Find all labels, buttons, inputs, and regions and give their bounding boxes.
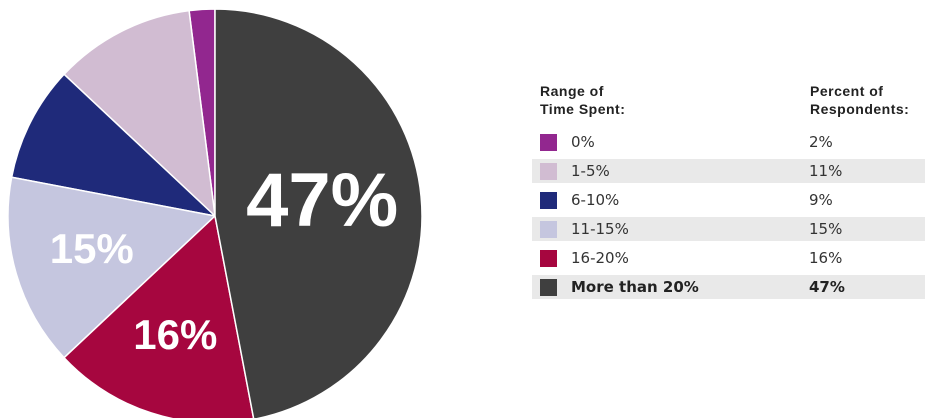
legend-percent-value: 47% bbox=[809, 278, 845, 296]
slice-label: 15% bbox=[50, 225, 134, 272]
legend-swatch bbox=[540, 191, 557, 209]
pie-slice bbox=[214, 8, 423, 418]
pie-slice bbox=[7, 176, 217, 359]
legend-header: Range of Time Spent: Percent of Responde… bbox=[532, 82, 925, 118]
legend-percent-value: 2% bbox=[809, 133, 833, 151]
legend-range-label: 1-5% bbox=[571, 162, 610, 180]
legend-table: Range of Time Spent: Percent of Responde… bbox=[532, 82, 925, 304]
pie-slice bbox=[63, 9, 217, 218]
pie-slice bbox=[63, 214, 255, 418]
legend-swatch bbox=[540, 220, 557, 238]
pie-slice bbox=[10, 73, 218, 218]
legend-range-label: 6-10% bbox=[571, 191, 620, 209]
legend-swatch bbox=[540, 249, 557, 267]
range-header: Range of Time Spent: bbox=[532, 82, 810, 118]
slice-label: 47% bbox=[246, 158, 398, 243]
pie-chart: 15% 16% 47% bbox=[7, 8, 423, 418]
legend-range-label: 0% bbox=[571, 133, 595, 151]
slice-label: 16% bbox=[133, 311, 217, 358]
legend-percent-value: 11% bbox=[809, 162, 843, 180]
legend-row: 1-5% 11% bbox=[532, 159, 925, 183]
legend-row: 16-20% 16% bbox=[532, 246, 925, 270]
legend-row: 0% 2% bbox=[532, 130, 925, 154]
range-header-line1: Range of bbox=[540, 83, 604, 99]
legend-percent-value: 16% bbox=[809, 249, 843, 267]
legend-percent-value: 15% bbox=[809, 220, 843, 238]
legend-range-label: More than 20% bbox=[571, 278, 699, 296]
legend-swatch bbox=[540, 133, 557, 151]
percent-header: Percent of Respondents: bbox=[810, 82, 925, 118]
legend-swatch bbox=[540, 278, 557, 296]
legend-swatch bbox=[540, 162, 557, 180]
range-header-line2: Time Spent: bbox=[540, 101, 626, 117]
percent-header-line2: Respondents: bbox=[810, 101, 910, 117]
legend-row: More than 20% 47% bbox=[532, 275, 925, 299]
legend-row: 6-10% 9% bbox=[532, 188, 925, 212]
legend-range-label: 11-15% bbox=[571, 220, 629, 238]
legend-row: 11-15% 15% bbox=[532, 217, 925, 241]
legend-range-label: 16-20% bbox=[571, 249, 629, 267]
legend-percent-value: 9% bbox=[809, 191, 833, 209]
percent-header-line1: Percent of bbox=[810, 83, 884, 99]
